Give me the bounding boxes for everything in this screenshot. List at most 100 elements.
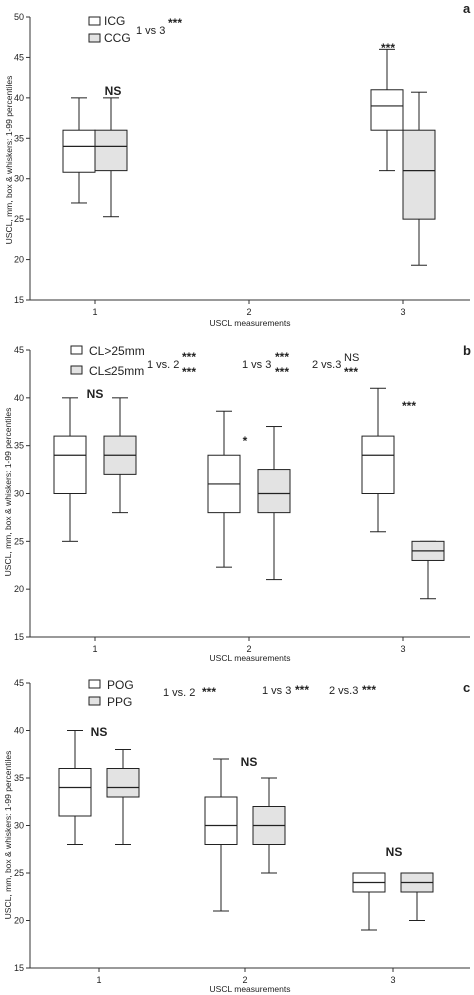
- y-tick-label: 45: [14, 52, 24, 62]
- x-tick-label: 3: [400, 307, 405, 317]
- box-pog-group-1: [58, 730, 92, 845]
- panel-b-letter: b: [463, 343, 471, 358]
- box-ppg-group-2: [252, 777, 286, 874]
- box-icg-group-3: [370, 48, 404, 172]
- iqr-box: [257, 469, 291, 514]
- y-axis-label-b: USCL, mm, box & whiskers: 1-99 percentil…: [3, 408, 13, 577]
- x-axis-label-c: USCL measurements: [210, 984, 291, 994]
- y-tick-label: 45: [14, 345, 24, 355]
- iqr-box: [58, 768, 92, 817]
- y-tick-label: 25: [14, 536, 24, 546]
- panel-a: a ICG CCG 1 vs 3 *** NS *** 15 20 25 30 35 40…: [4, 1, 471, 328]
- iqr-box: [361, 435, 395, 495]
- iqr-box: [53, 435, 87, 495]
- comparison-label-1-vs-2: 1 vs. 2: [147, 359, 179, 371]
- box-ccg-group-3: [402, 91, 436, 266]
- panel-c: c POG PPG 1 vs. 2 *** 1 vs 3 *** 2 vs.3 …: [3, 678, 470, 994]
- annotation-ns-group-1: NS: [91, 725, 108, 739]
- comparison-stars-1-vs-2: ***: [182, 350, 196, 364]
- annotation-stars-group-3: ***: [381, 41, 395, 55]
- annotation-ns-group-3: NS: [386, 845, 403, 859]
- y-tick-label: 30: [14, 489, 24, 499]
- annotation-star-group-2: *: [243, 434, 248, 448]
- comparison-stars-1-vs-3-second: ***: [275, 365, 289, 379]
- x-tick-label: 1: [92, 644, 97, 654]
- y-tick-label: 30: [14, 174, 24, 184]
- y-tick-label: 25: [14, 214, 24, 224]
- box-pog-group-3: [352, 872, 386, 931]
- legend-swatch-cl-gt-25: [70, 345, 83, 355]
- y-tick-label: 15: [14, 295, 24, 305]
- x-tick-label: 3: [400, 644, 405, 654]
- y-tick-label: 20: [14, 584, 24, 594]
- comparison-stars-1-vs-3: ***: [295, 683, 309, 697]
- panel-b: b CL>25mm CL≤25mm 1 vs. 2 *** *** 1 vs 3…: [3, 343, 471, 663]
- y-tick-label: 20: [14, 916, 24, 926]
- y-tick-label: 15: [14, 632, 24, 642]
- legend-label-ccg: CCG: [104, 31, 131, 45]
- x-tick-label: 3: [390, 975, 395, 985]
- plot-area-b: 15 20 25 30 35 40 45 1 2 3: [14, 345, 470, 654]
- y-tick-label: 45: [14, 678, 24, 688]
- y-tick-label: 30: [14, 821, 24, 831]
- y-tick-label: 40: [14, 726, 24, 736]
- legend-swatch-icg: [88, 16, 101, 26]
- y-tick-label: 35: [14, 773, 24, 783]
- comparison-stars-2-vs-3: ***: [344, 365, 358, 379]
- y-tick-label: 50: [14, 12, 24, 22]
- box-cl-25mm-group-3: [411, 540, 445, 600]
- iqr-box: [94, 129, 128, 172]
- box-pog-group-2: [204, 758, 238, 912]
- y-axis-label-a: USCL, mm, box & whiskers: 1-99 percentil…: [4, 76, 14, 245]
- annotation-stars-group-3: ***: [402, 399, 416, 413]
- y-axis-label-c: USCL, mm, box & whiskers: 1-99 percentil…: [3, 751, 13, 920]
- comparison-stars-2-vs-3: ***: [362, 683, 376, 697]
- y-tick-label: 40: [14, 93, 24, 103]
- box-ppg-group-1: [106, 749, 140, 845]
- y-tick-label: 20: [14, 255, 24, 265]
- box-icg-group-1: [62, 97, 96, 204]
- box-cl-25mm-group-3: [361, 387, 395, 533]
- comparison-stars-1-vs-3: ***: [275, 350, 289, 364]
- x-tick-label: 2: [242, 975, 247, 985]
- box-cl-25mm-group-1: [103, 397, 137, 514]
- legend-swatch-pog: [88, 679, 101, 689]
- x-tick-label: 2: [246, 307, 251, 317]
- legend-swatch-cl-le-25: [70, 365, 83, 375]
- y-tick-label: 25: [14, 868, 24, 878]
- iqr-box: [370, 89, 404, 131]
- box-cl-25mm-group-2: [257, 426, 291, 581]
- annotation-ns-group-1: NS: [105, 84, 122, 98]
- comparison-label-1-vs-2: 1 vs. 2: [163, 687, 195, 699]
- iqr-box: [106, 768, 140, 798]
- comparison-label-1-vs-3: 1 vs 3: [242, 359, 271, 371]
- box-ppg-group-3: [400, 872, 434, 921]
- legend-swatch-ppg: [88, 696, 101, 706]
- comparison-stars-1-vs-3: ***: [168, 16, 182, 30]
- comparison-stars-1-vs-2-second: ***: [182, 365, 196, 379]
- legend-label-cl-le-25: CL≤25mm: [89, 364, 144, 378]
- legend-swatch-ccg: [88, 33, 101, 43]
- legend-label-icg: ICG: [104, 14, 125, 28]
- box-cl-25mm-group-1: [53, 397, 87, 542]
- x-tick-label: 1: [96, 975, 101, 985]
- legend-label-ppg: PPG: [107, 695, 132, 709]
- comparison-ns-2-vs-3: NS: [344, 352, 359, 364]
- box-ccg-group-1: [94, 97, 128, 218]
- y-tick-label: 35: [14, 133, 24, 143]
- comparison-label-1-vs-3: 1 vs 3: [136, 25, 165, 37]
- plot-area-c: 15 20 25 30 35 40 45 1 2 3: [14, 678, 470, 985]
- x-axis-label-a: USCL measurements: [210, 318, 291, 328]
- x-axis-label-b: USCL measurements: [210, 653, 291, 663]
- comparison-label-1-vs-3: 1 vs 3: [262, 685, 291, 697]
- comparison-stars-1-vs-2: ***: [202, 685, 216, 699]
- plot-area-a: 15 20 25 30 35 40 45 50 1 2 3: [14, 12, 470, 317]
- iqr-box: [402, 129, 436, 220]
- annotation-ns-group-2: NS: [241, 755, 258, 769]
- box-cl-25mm-group-2: [207, 410, 241, 568]
- panel-c-letter: c: [463, 680, 470, 695]
- comparison-label-2-vs-3: 2 vs.3: [312, 359, 341, 371]
- panel-a-letter: a: [463, 1, 471, 16]
- y-tick-label: 35: [14, 441, 24, 451]
